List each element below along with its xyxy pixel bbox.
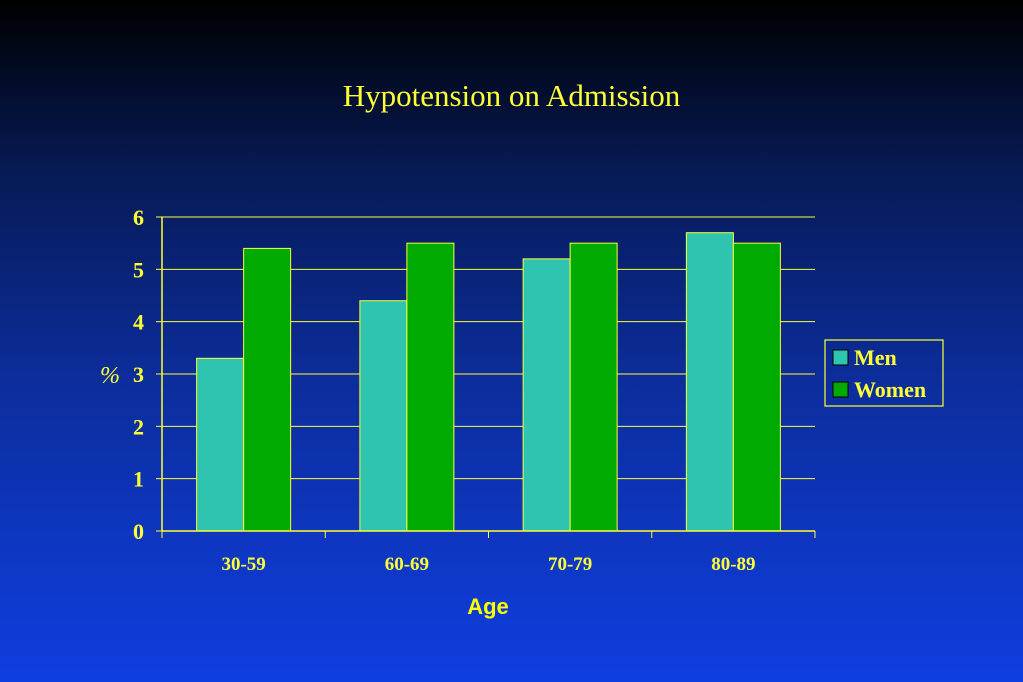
x-axis-label: Age <box>467 594 509 619</box>
legend: Men Women <box>824 339 944 407</box>
bar-men-30-59 <box>196 357 245 532</box>
bar-women-60-69 <box>406 242 455 532</box>
bar-men-80-89 <box>685 232 734 532</box>
y-tick-label: 5 <box>133 257 144 282</box>
bar-men-70-79 <box>522 258 571 532</box>
y-tick-label: 3 <box>133 362 144 387</box>
y-axis-label: % <box>100 363 120 389</box>
legend-label-men: Men <box>854 345 897 370</box>
bar-women-70-79 <box>569 242 618 532</box>
y-tick-label: 6 <box>133 205 144 230</box>
legend-swatch-women <box>832 381 849 398</box>
y-tick-label: 1 <box>133 467 144 492</box>
legend-box <box>824 339 944 407</box>
bars <box>196 232 781 532</box>
x-tick-label: 60-69 <box>385 554 429 575</box>
bar-women-80-89 <box>732 242 781 532</box>
y-tick-label: 4 <box>133 310 144 335</box>
bar-men-60-69 <box>359 300 408 532</box>
axes: 0 1 2 3 4 5 6 30-59 60-69 70-79 80-89% Age <box>100 205 816 619</box>
chart-title: Hypotension on Admission <box>342 78 681 113</box>
y-tick-label: 2 <box>133 414 144 439</box>
legend-label-women: Women <box>854 377 926 402</box>
bar-women-30-59 <box>243 247 292 532</box>
y-tick-label: 0 <box>133 519 144 544</box>
x-tick-label: 80-89 <box>711 554 755 575</box>
x-tick-label: 70-79 <box>548 554 592 575</box>
x-tick-label: 30-59 <box>221 554 265 575</box>
legend-swatch-men <box>832 349 849 366</box>
